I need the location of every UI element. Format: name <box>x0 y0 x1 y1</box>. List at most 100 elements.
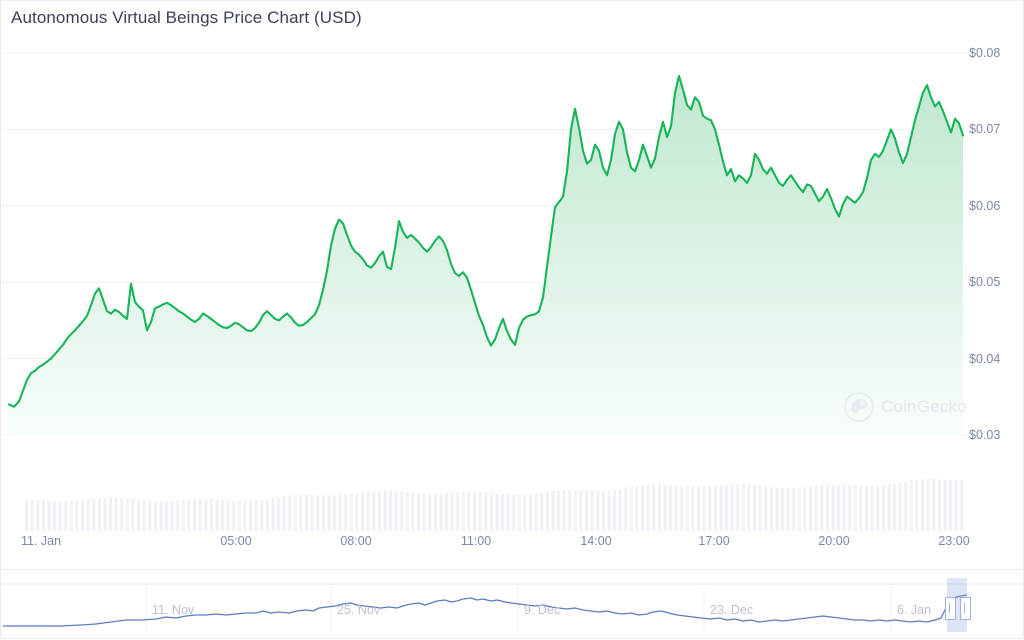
volume-bar <box>383 490 387 531</box>
price-area-fill <box>9 75 963 436</box>
volume-bar <box>249 500 253 531</box>
volume-bar <box>305 494 309 531</box>
volume-bar <box>814 485 818 531</box>
x-axis-tick-label: 14:00 <box>580 534 612 548</box>
volume-bar <box>719 485 723 531</box>
price-plot-area[interactable] <box>1 29 1024 459</box>
volume-bar <box>820 485 824 531</box>
volume-bar <box>937 479 941 531</box>
volume-bar <box>741 484 745 531</box>
volume-bar <box>809 486 813 531</box>
x-axis: 11. Jan 05:00 08:00 11:00 14:00 17:00 20:00 23:… <box>1 534 1024 558</box>
volume-bar <box>120 497 124 531</box>
x-axis-tick-label: 05:00 <box>220 534 252 548</box>
volume-bar <box>148 500 152 531</box>
volume-bar <box>848 484 852 531</box>
volume-bar <box>646 484 650 531</box>
volume-bar <box>613 489 617 531</box>
volume-bar <box>47 500 51 531</box>
volume-bar <box>271 497 275 531</box>
volume-bar <box>904 481 908 531</box>
navigator-left-handle[interactable] <box>945 597 956 620</box>
volume-bar <box>221 499 225 531</box>
volume-bar <box>254 500 258 531</box>
volume-bar <box>417 493 421 531</box>
volume-bar <box>697 486 701 531</box>
volume-bar <box>478 491 482 531</box>
volume-bar <box>92 498 96 531</box>
volume-bar <box>30 499 34 531</box>
volume-bar <box>461 491 465 531</box>
volume-bar <box>685 486 689 531</box>
volume-bar <box>69 500 73 531</box>
volume-bar <box>450 492 454 531</box>
volume-bar <box>58 500 62 531</box>
volume-bar <box>837 484 841 531</box>
page-title: Autonomous Virtual Beings Price Chart (U… <box>11 8 362 27</box>
volume-bar <box>142 500 146 531</box>
volume-bar <box>389 490 393 531</box>
navigator-svg <box>1 583 1024 632</box>
volume-bar <box>954 480 958 531</box>
volume-bar <box>568 489 572 531</box>
volume-bar <box>321 495 325 531</box>
volume-bar <box>708 486 712 531</box>
volume-bar <box>209 498 213 531</box>
volume-bar <box>361 492 365 531</box>
volume-bar <box>366 491 370 531</box>
volume-bars-svg <box>25 479 964 531</box>
volume-bar <box>86 499 90 531</box>
volume-bar <box>506 494 510 531</box>
volume-bar <box>887 484 891 531</box>
x-axis-tick-label: 08:00 <box>340 534 372 548</box>
volume-bar <box>876 485 880 531</box>
volume-bar <box>534 493 538 531</box>
volume-bar <box>277 497 281 531</box>
volume-bar <box>601 490 605 531</box>
volume-bar <box>629 487 633 531</box>
navigator-right-handle[interactable] <box>960 597 971 620</box>
x-axis-tick-label: 17:00 <box>698 534 730 548</box>
x-axis-tick-label: 11. Jan <box>20 534 62 548</box>
volume-bar <box>881 485 885 531</box>
volume-bar <box>467 491 471 531</box>
volume-bar <box>753 484 757 531</box>
volume-bar <box>831 484 835 531</box>
volume-bar <box>797 487 801 531</box>
volume-bar <box>243 501 247 531</box>
volume-bar <box>349 494 353 531</box>
volume-bar <box>769 486 773 531</box>
range-navigator[interactable]: 11. Nov 25. Nov 9. Dec 23. Dec 6. Jan <box>1 569 1024 639</box>
volume-bar <box>265 498 269 531</box>
x-axis-tick-label: 20:00 <box>818 534 850 548</box>
volume-bar <box>204 498 208 531</box>
volume-bar <box>540 492 544 531</box>
volume-bar <box>691 486 695 531</box>
volume-bar <box>579 490 583 531</box>
volume-bar <box>652 484 656 531</box>
volume-bar <box>713 485 717 531</box>
volume-bar <box>372 491 376 531</box>
volume-bar <box>512 494 516 531</box>
volume-bar <box>327 495 331 531</box>
volume-bar <box>781 488 785 531</box>
volume-bar <box>702 486 706 531</box>
volume-bar <box>338 495 342 531</box>
x-axis-tick-label: 11:00 <box>460 534 492 548</box>
volume-bar <box>81 500 85 531</box>
x-axis-tick-label: 23:00 <box>938 534 970 548</box>
volume-bar <box>803 487 807 531</box>
volume-bar <box>585 490 589 531</box>
volume-bar <box>517 494 521 531</box>
volume-bar <box>187 499 191 531</box>
volume-bar <box>165 501 169 531</box>
volume-bar <box>198 498 202 531</box>
volume-bar <box>747 484 751 531</box>
volume-bar <box>730 484 734 531</box>
volume-bar <box>394 490 398 531</box>
volume-bar <box>893 483 897 531</box>
volume-bar <box>529 494 533 531</box>
volume-bar <box>109 497 113 531</box>
volume-bar <box>898 482 902 531</box>
